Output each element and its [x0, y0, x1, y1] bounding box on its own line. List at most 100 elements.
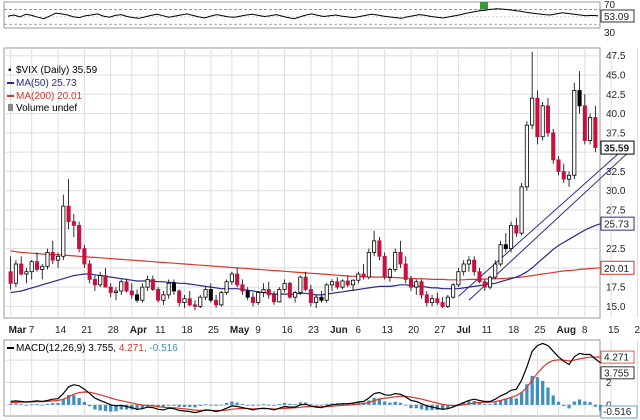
macd-histogram-bar	[419, 404, 424, 410]
macd-histogram-bar	[577, 399, 582, 405]
macd-histogram-bar	[425, 404, 429, 411]
candle-body	[108, 286, 113, 293]
macd-histogram-bar	[230, 401, 234, 405]
candle	[277, 287, 282, 303]
candle-body	[140, 286, 145, 301]
candle-body	[424, 294, 429, 303]
rsi-overbought-fill	[480, 2, 488, 10]
candle	[514, 217, 519, 237]
rsi-line	[7, 8, 599, 20]
macd-histogram-bar	[404, 404, 408, 406]
candle-body	[298, 276, 303, 293]
macd-histogram-bar	[35, 404, 39, 405]
candle	[298, 275, 303, 295]
x-axis-label: 15	[608, 325, 620, 336]
candle-body	[377, 240, 382, 257]
x-axis-label: 25	[534, 325, 546, 336]
candle	[487, 275, 493, 290]
candle-body	[487, 276, 493, 288]
candle	[345, 275, 350, 288]
candle	[66, 179, 71, 230]
candle-body	[319, 296, 324, 301]
candle-body	[66, 205, 71, 222]
legend-price-marker: ▪	[8, 65, 12, 76]
x-axis-label: 8	[582, 325, 588, 336]
legend-ma200: MA(200) 20.01	[16, 91, 83, 102]
macd-histogram-bar	[124, 404, 129, 410]
macd-histogram-bar	[593, 404, 597, 407]
macd-histogram-bar	[435, 404, 439, 410]
candle	[461, 260, 466, 276]
candle-body	[519, 186, 524, 234]
candle-body	[87, 263, 92, 280]
ma200-value-label: 20.01	[604, 264, 629, 275]
candle	[24, 267, 29, 284]
candle-body	[219, 292, 224, 306]
candle-body	[482, 281, 487, 288]
candle	[566, 171, 572, 187]
macd-histogram-bar	[509, 397, 513, 405]
candle-body	[82, 248, 87, 265]
candle	[40, 264, 45, 280]
macd-histogram-bar	[66, 394, 71, 405]
candle	[50, 240, 55, 264]
candle	[424, 291, 429, 307]
candle	[340, 279, 345, 290]
ma50-value-box	[600, 216, 635, 231]
price-y-tick-label: 42.5	[606, 90, 626, 101]
candle-body	[261, 289, 266, 293]
candle	[235, 267, 240, 288]
macd-panel-frame	[3, 339, 601, 417]
candle-body	[45, 252, 50, 267]
macd-histogram-bar	[9, 403, 13, 405]
rsi-panel-frame	[3, 1, 601, 29]
candle	[29, 260, 34, 280]
candle	[582, 94, 587, 145]
price-y-tick-label: 30.0	[606, 186, 626, 197]
price-y-tick-label: 32.5	[606, 167, 626, 178]
macd-histogram-bar	[82, 402, 87, 405]
candle	[224, 279, 229, 295]
candle	[198, 294, 203, 308]
macd-histogram-bar	[309, 404, 313, 406]
x-axis-label: 6	[355, 325, 361, 336]
rsi-value-label: 53.09	[604, 12, 629, 23]
x-axis-label: 20	[408, 325, 420, 336]
macd-histogram-bar	[551, 395, 555, 405]
candle-body	[29, 261, 34, 273]
candle	[403, 256, 408, 284]
rsi-tick-label: 30	[604, 28, 616, 39]
candle-body	[356, 273, 361, 281]
candle	[140, 283, 145, 303]
candle	[182, 294, 187, 308]
macd-histogram-bar	[72, 395, 76, 405]
candle	[203, 287, 208, 301]
candle	[45, 248, 50, 270]
candle	[124, 279, 129, 293]
macd-histogram-bar	[119, 404, 123, 410]
candle-body	[50, 252, 55, 261]
candle-body	[13, 263, 18, 284]
candle-body	[61, 205, 66, 257]
candle-body	[451, 284, 456, 298]
candle	[82, 244, 87, 268]
macd-histogram-bar	[77, 398, 81, 405]
macd-histogram-bar	[209, 404, 213, 406]
macd-histogram-bar	[203, 404, 208, 406]
macd-hist-box	[600, 405, 638, 419]
candle	[119, 279, 124, 295]
candle-body	[351, 279, 356, 286]
candle	[540, 102, 545, 141]
macd-signal-line	[10, 356, 601, 412]
candle	[493, 260, 498, 280]
candle	[372, 230, 377, 257]
x-axis-label: 9	[255, 325, 261, 336]
candle-body	[98, 275, 103, 286]
candle-body	[214, 299, 219, 306]
candle-body	[92, 279, 97, 286]
candle	[498, 240, 503, 267]
rsi-value-box	[600, 9, 635, 23]
candle	[293, 291, 298, 303]
candle	[303, 271, 308, 291]
